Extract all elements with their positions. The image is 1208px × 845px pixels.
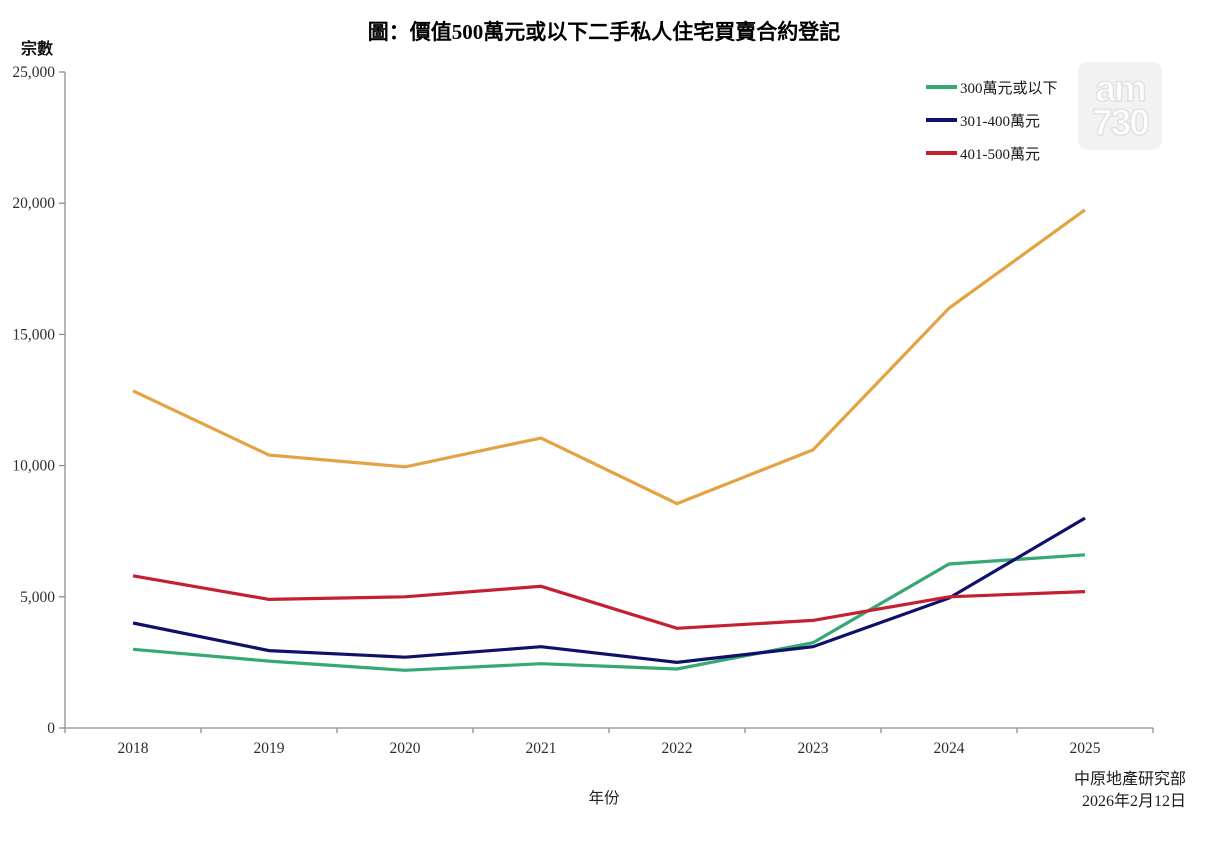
am730-watermark-logo: am 730 [1078,62,1162,150]
x-tick-label-2018: 2018 [118,740,149,757]
y-tick-label: 20,000 [12,195,55,212]
legend-label-401-500: 401-500萬元 [960,146,1040,163]
legend-item-under-300: 300萬元或以下 [926,76,1058,98]
x-axis-title: 年份 [588,790,620,807]
y-tick-label: 0 [47,720,55,737]
series-line-301-400 [132,516,1086,665]
x-tick-label-2024: 2024 [934,740,965,757]
watermark-line1: am [1094,67,1147,109]
y-axis-title: 宗數 [21,41,54,58]
x-tick-label-2019: 2019 [254,740,285,757]
legend-swatch-301-400 [926,118,957,122]
x-tick-label-2023: 2023 [798,740,829,757]
chart-title: 圖：價值500萬元或以下二手私人住宅買賣合約登記 [367,20,841,44]
legend-swatch-under-300 [926,85,957,89]
legend-item-301-400: 301-400萬元 [926,109,1058,131]
y-tick-label: 5,000 [20,589,55,606]
source-date: 2026年2月12日 [1081,793,1186,810]
x-tick-label-2025: 2025 [1070,740,1101,757]
legend: 300萬元或以下 301-400萬元 401-500萬元 [926,76,1058,175]
legend-label-301-400: 301-400萬元 [960,113,1040,130]
source-name: 中原地產研究部 [1073,771,1186,788]
source-attribution: 中原地產研究部 2026年2月12日 [1074,769,1186,813]
x-tick-label-2020: 2020 [390,740,421,757]
y-tick-label: 15,000 [12,326,55,343]
legend-item-401-500: 401-500萬元 [926,142,1058,164]
x-tick-label-2022: 2022 [662,740,693,757]
x-tick-label-2021: 2021 [526,740,557,757]
watermark-line2: 730 [1091,102,1150,143]
series-line-under-300 [132,553,1086,672]
y-tick-label: 10,000 [12,458,55,475]
legend-label-under-300: 300萬元或以下 [960,80,1058,97]
series-line-401-500 [132,574,1086,630]
series-line-total [132,208,1086,506]
y-tick-label: 25,000 [12,64,55,81]
legend-swatch-401-500 [926,151,957,155]
